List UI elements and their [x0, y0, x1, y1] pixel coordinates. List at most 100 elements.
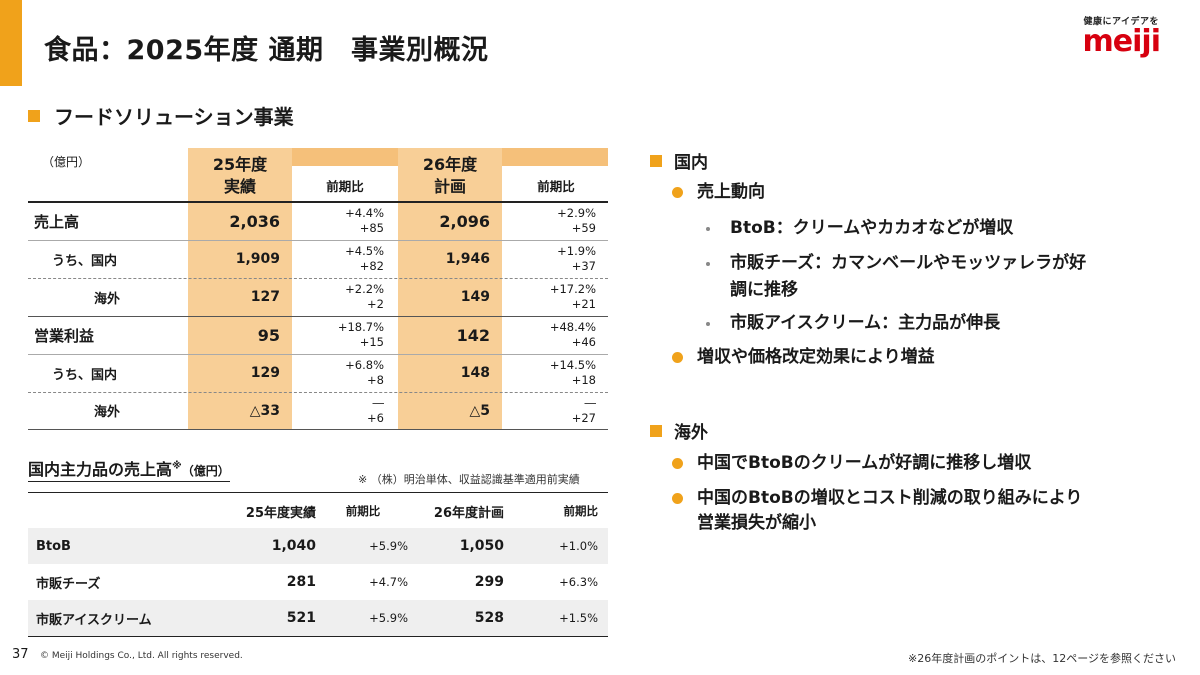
change-pct: +17.2%: [549, 282, 596, 296]
sub-bullet-text: BtoB：クリームやカカオなどが増収: [730, 218, 1014, 238]
bullet-text: 中国でBtoBのクリームが好調に推移し増収: [697, 453, 1032, 473]
fy25-value: 281: [286, 574, 316, 590]
change-abs: +6: [367, 410, 384, 425]
fy26-value: 142: [456, 325, 490, 345]
page-number: 37: [12, 647, 29, 662]
divider: [28, 429, 608, 430]
fy26-change: +2.9% +59: [504, 202, 608, 240]
col-header: 前期比: [345, 504, 381, 518]
divider: [28, 316, 608, 317]
fy25-change: +18.7% +15: [294, 316, 396, 354]
product-label: BtoB: [36, 538, 71, 554]
footnote-mark: ※: [172, 460, 182, 472]
change-pct: +18.7%: [337, 320, 384, 334]
circle-bullet-icon: [672, 458, 683, 469]
fy25-value: 95: [257, 325, 280, 345]
bullet-item: 増収や価格改定効果により増益: [672, 345, 935, 370]
fy26-value: 528: [474, 610, 504, 626]
fy25-header-line1: 25年度: [212, 155, 268, 174]
fy26-change: +1.9% +37: [504, 240, 608, 278]
fy26-value: △5: [469, 402, 490, 419]
row-label: 海外: [94, 405, 121, 420]
meiji-logo: 健康にアイデアを meiji: [1083, 14, 1161, 57]
bullet-text: 売上動向: [697, 182, 765, 202]
change-pct: ―: [584, 395, 597, 410]
bullet-line2: 営業損失が縮小: [697, 513, 816, 533]
fy26-header: 26年度 計画: [398, 154, 502, 198]
domestic-heading-text: 国内: [674, 153, 708, 173]
product-label: 市販チーズ: [36, 576, 101, 592]
domestic-heading: 国内: [650, 148, 708, 173]
sub-bullet-item: BtoB：クリームやカカオなどが増収: [706, 215, 1013, 242]
change-pct: +6.8%: [345, 358, 384, 372]
products-note: ※ （株）明治単体、収益認識基準適用前実績: [358, 473, 580, 486]
fy25-change: +4.7%: [369, 575, 408, 589]
unit-label: （億円）: [42, 155, 91, 169]
fy26-value: 299: [474, 574, 504, 590]
sub-bullet-text: 市販チーズ：カマンベールやモッツァレラが好 調に推移: [730, 250, 1086, 304]
dot-bullet-icon: [706, 322, 710, 326]
bullet-line1: 中国のBtoBの増収とコスト削減の取り組みにより: [697, 488, 1083, 508]
fy25-change: +4.5% +82: [294, 240, 396, 278]
sub-bullet-line2: 調に推移: [730, 280, 798, 300]
fy26-change: +6.3%: [559, 575, 598, 589]
section-heading: フードソリューション事業: [28, 101, 294, 130]
change-pct: ―: [372, 395, 385, 410]
row-label: 海外: [94, 291, 121, 307]
square-bullet-icon: [650, 424, 662, 437]
sub-bullet-item: 市販アイスクリーム：主力品が伸長: [706, 310, 1000, 337]
change-pct: +1.9%: [557, 244, 596, 258]
fy26-value: 2,096: [439, 211, 490, 231]
row-label: 売上高: [34, 212, 80, 231]
square-bullet-icon: [650, 154, 662, 167]
fy26-header-line1: 26年度: [422, 155, 478, 174]
bullet-text: 中国のBtoBの増収とコスト削減の取り組みにより 営業損失が縮小: [697, 486, 1082, 536]
change-abs: +37: [571, 259, 596, 273]
bullet-text: 増収や価格改定効果により増益: [697, 347, 935, 367]
row-label: うち、国内: [52, 253, 118, 269]
change-abs: +59: [571, 221, 596, 235]
row-label: うち、国内: [52, 367, 118, 383]
circle-bullet-icon: [672, 352, 683, 363]
fy26-change: +48.4% +46: [504, 316, 608, 354]
section-title: フードソリューション事業: [54, 105, 294, 129]
sub-bullet-item: 市販チーズ：カマンベールやモッツァレラが好 調に推移: [706, 250, 1086, 304]
fy25-value: 129: [250, 365, 280, 381]
divider: [28, 240, 608, 241]
fy26-change: ― +27: [504, 392, 608, 429]
fy26-change: +14.5% +18: [504, 354, 608, 392]
bullet-item: 中国のBtoBの増収とコスト削減の取り組みにより 営業損失が縮小: [672, 486, 1082, 536]
change-abs: +21: [571, 297, 596, 311]
change-abs: +85: [359, 221, 384, 235]
change-abs: +46: [571, 335, 596, 349]
fy25-change: +2.2% +2: [294, 278, 396, 316]
fy26-change: +17.2% +21: [504, 278, 608, 316]
copyright: © Meiji Holdings Co., Ltd. All rights re…: [40, 651, 243, 661]
table-row: BtoB 1,040 +5.9% 1,050 +1.0%: [28, 528, 608, 564]
fy25-change: ― +6: [294, 392, 396, 429]
change-abs: +8: [367, 373, 384, 387]
fy25-header: 25年度 実績: [188, 154, 292, 198]
circle-bullet-icon: [672, 493, 683, 504]
change-abs: +15: [359, 335, 384, 349]
fy26-column-bg: [398, 148, 502, 430]
bullet-item: 中国でBtoBのクリームが好調に推移し増収: [672, 451, 1031, 476]
overseas-heading: 海外: [650, 418, 708, 443]
sub-bullet-text: 市販アイスクリーム：主力品が伸長: [730, 313, 1001, 333]
col-header: 26年度計画: [433, 505, 504, 521]
products-unit: （億円）: [181, 464, 230, 478]
col-header: 25年度実績: [245, 505, 316, 521]
products-title-text: 国内主力品の売上高: [28, 460, 173, 479]
food-solution-table: （億円） 25年度 実績 前期比 26年度 計画 前期比 売上高 2,036 +…: [28, 148, 608, 430]
fy25-header-line2: 実績: [223, 177, 256, 196]
product-label: 市販アイスクリーム: [36, 612, 152, 628]
fy26-value: 148: [460, 365, 490, 381]
change1-header: 前期比: [326, 179, 364, 194]
fy26-value: 1,050: [459, 538, 504, 554]
fy25-value: △33: [249, 402, 280, 419]
page-title: 食品：2025年度 通期 事業別概況: [44, 35, 489, 66]
fy26-value: 1,946: [445, 251, 490, 267]
change-pct: +4.4%: [345, 206, 384, 220]
divider: [28, 278, 608, 279]
fy25-value: 1,909: [235, 251, 280, 267]
